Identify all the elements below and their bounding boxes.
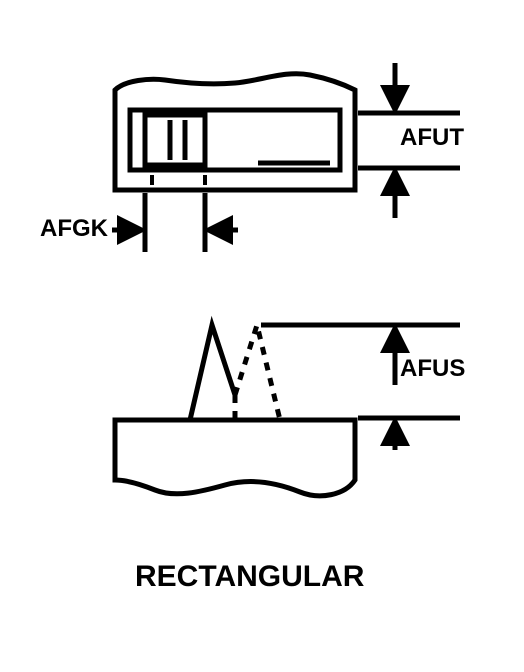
diagram-canvas: AFUT AFGK AFUS RECTANGULAR — [0, 0, 524, 672]
label-afgk: AFGK — [40, 215, 108, 243]
side-view — [115, 325, 355, 496]
diagram-title: RECTANGULAR — [135, 560, 364, 594]
dimension-afus — [261, 325, 460, 450]
dimension-afgk — [112, 193, 238, 252]
label-afut: AFUT — [400, 124, 464, 152]
top-view — [115, 74, 355, 190]
label-afus: AFUS — [400, 355, 465, 383]
